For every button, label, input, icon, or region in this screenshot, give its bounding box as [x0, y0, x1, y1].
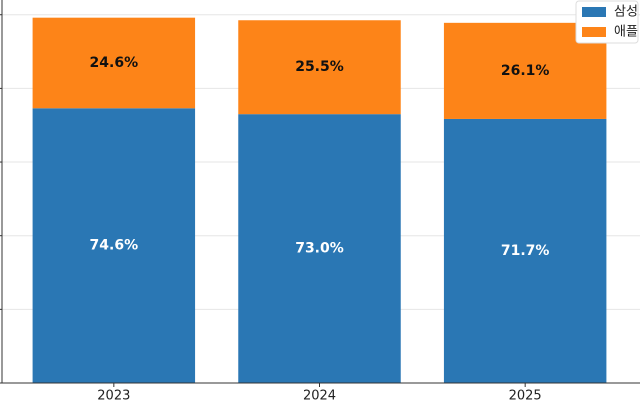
bar-segment: [32, 17, 196, 109]
value-label: 73.0%: [295, 241, 344, 257]
value-label: 24.6%: [90, 55, 139, 71]
x-tick-label: 2023: [97, 389, 130, 404]
bar-segment: [238, 114, 401, 384]
legend-label: 애플: [614, 25, 638, 40]
x-tick-label: 2025: [509, 389, 542, 404]
bar-segment: [32, 108, 196, 384]
legend-swatch: [582, 27, 606, 37]
value-label: 25.5%: [295, 59, 344, 75]
bar-segment: [238, 20, 401, 115]
x-tick-label: 2024: [303, 389, 336, 404]
value-label: 74.6%: [90, 238, 139, 254]
legend-swatch: [582, 7, 606, 17]
bar-segment: [443, 118, 607, 383]
legend-label: 삼성: [614, 5, 638, 20]
value-label: 26.1%: [501, 63, 550, 79]
value-label: 71.7%: [501, 243, 550, 259]
